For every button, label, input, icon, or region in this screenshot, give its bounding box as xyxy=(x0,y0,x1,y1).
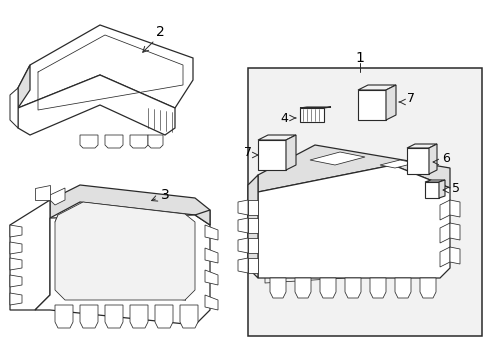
Polygon shape xyxy=(148,135,163,148)
Polygon shape xyxy=(247,258,258,273)
Text: 3: 3 xyxy=(160,188,169,202)
Polygon shape xyxy=(10,88,18,128)
Text: 2: 2 xyxy=(155,25,164,39)
Polygon shape xyxy=(438,180,444,198)
Polygon shape xyxy=(35,185,50,200)
Text: 1: 1 xyxy=(355,51,364,65)
Polygon shape xyxy=(449,223,459,240)
Polygon shape xyxy=(406,144,436,148)
Polygon shape xyxy=(258,140,285,170)
Polygon shape xyxy=(155,305,173,328)
Polygon shape xyxy=(258,145,449,192)
Polygon shape xyxy=(424,180,444,182)
Polygon shape xyxy=(238,200,247,215)
Polygon shape xyxy=(357,90,385,120)
Polygon shape xyxy=(18,25,193,108)
Text: 7: 7 xyxy=(406,91,414,104)
Polygon shape xyxy=(50,185,209,225)
Polygon shape xyxy=(80,305,98,328)
Polygon shape xyxy=(105,135,123,148)
Polygon shape xyxy=(394,278,410,298)
Polygon shape xyxy=(345,278,360,298)
Polygon shape xyxy=(10,200,50,310)
Polygon shape xyxy=(294,278,310,298)
Polygon shape xyxy=(180,305,198,328)
Text: 5: 5 xyxy=(451,181,459,194)
Polygon shape xyxy=(369,278,385,298)
Polygon shape xyxy=(18,75,175,135)
Polygon shape xyxy=(35,215,209,325)
Polygon shape xyxy=(258,135,295,140)
Polygon shape xyxy=(319,278,335,298)
Polygon shape xyxy=(10,225,22,237)
Polygon shape xyxy=(130,135,148,148)
Polygon shape xyxy=(50,188,65,205)
Polygon shape xyxy=(439,223,449,243)
Polygon shape xyxy=(10,258,22,270)
Polygon shape xyxy=(10,293,22,305)
Polygon shape xyxy=(247,218,258,233)
Polygon shape xyxy=(130,305,148,328)
Polygon shape xyxy=(385,85,395,120)
Polygon shape xyxy=(204,248,218,263)
Polygon shape xyxy=(10,242,22,254)
Text: 4: 4 xyxy=(280,112,287,125)
Polygon shape xyxy=(428,144,436,174)
Polygon shape xyxy=(247,238,258,253)
Polygon shape xyxy=(406,148,428,174)
Polygon shape xyxy=(238,218,247,233)
Polygon shape xyxy=(449,200,459,217)
Polygon shape xyxy=(10,275,22,287)
Polygon shape xyxy=(247,175,258,278)
Polygon shape xyxy=(238,258,247,273)
Polygon shape xyxy=(238,238,247,253)
Polygon shape xyxy=(204,270,218,285)
Polygon shape xyxy=(18,65,30,108)
Text: 6: 6 xyxy=(441,152,449,165)
Polygon shape xyxy=(419,278,435,298)
Polygon shape xyxy=(55,202,195,300)
Polygon shape xyxy=(195,210,209,225)
Polygon shape xyxy=(309,152,364,165)
Polygon shape xyxy=(439,200,449,220)
Polygon shape xyxy=(357,85,395,90)
Polygon shape xyxy=(379,160,414,168)
Polygon shape xyxy=(55,305,73,328)
Polygon shape xyxy=(258,165,449,278)
Polygon shape xyxy=(80,135,98,148)
Polygon shape xyxy=(269,278,285,298)
Polygon shape xyxy=(449,247,459,264)
Polygon shape xyxy=(285,135,295,170)
Polygon shape xyxy=(247,68,481,336)
Polygon shape xyxy=(105,305,123,328)
Polygon shape xyxy=(299,107,330,108)
Polygon shape xyxy=(439,247,449,267)
Text: 7: 7 xyxy=(244,145,251,158)
Polygon shape xyxy=(204,295,218,310)
Polygon shape xyxy=(204,225,218,240)
Polygon shape xyxy=(299,108,324,122)
Polygon shape xyxy=(424,182,438,198)
Polygon shape xyxy=(247,200,258,215)
